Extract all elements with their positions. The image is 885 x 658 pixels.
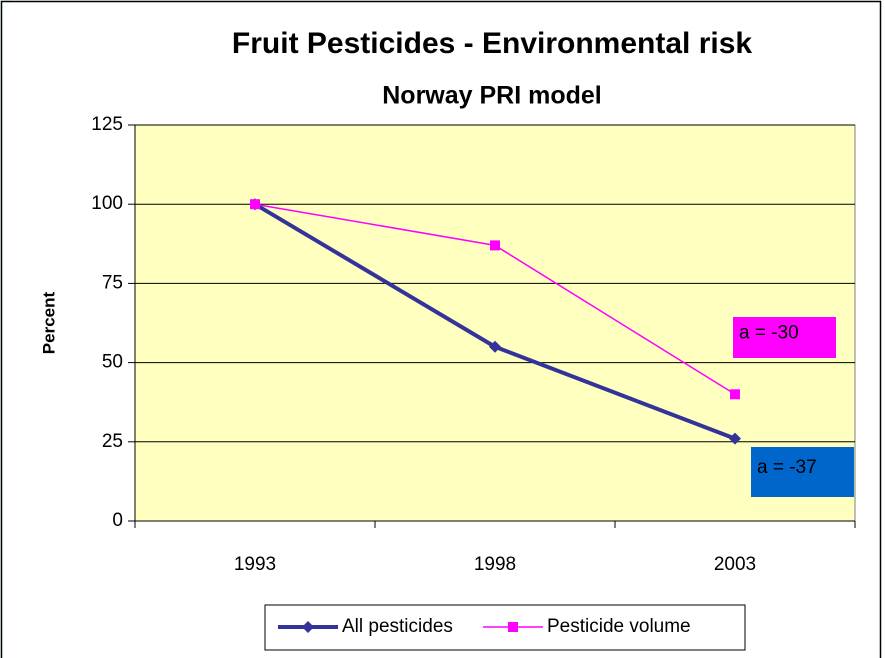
y-tick-label: 125 (91, 114, 123, 135)
x-tick-label: 1993 (234, 554, 276, 575)
marker (729, 432, 741, 445)
annotation-box (733, 317, 836, 358)
legend-label: Pesticide volume (547, 616, 691, 637)
annotation: a = -30 (739, 323, 799, 344)
chart-subtitle: Norway PRI model (382, 82, 602, 110)
marker (730, 389, 740, 400)
x-tick-label: 2003 (714, 554, 756, 575)
annotation: a = -37 (757, 457, 817, 478)
chart-title: Fruit Pesticides - Environmental risk (232, 27, 752, 60)
y-axis-label: Percent (39, 291, 58, 354)
y-tick-label: 25 (102, 431, 123, 452)
marker (508, 622, 518, 632)
y-tick-label: 0 (112, 510, 123, 531)
y-tick-label: 75 (102, 272, 123, 293)
x-tick-label: 1998 (474, 554, 516, 575)
marker (489, 340, 501, 353)
marker (490, 240, 500, 251)
marker (250, 199, 260, 210)
y-tick-label: 100 (91, 193, 123, 214)
legend-label: All pesticides (342, 616, 453, 637)
annotation-box (751, 447, 854, 497)
marker (302, 621, 314, 633)
y-tick-label: 50 (102, 352, 123, 373)
